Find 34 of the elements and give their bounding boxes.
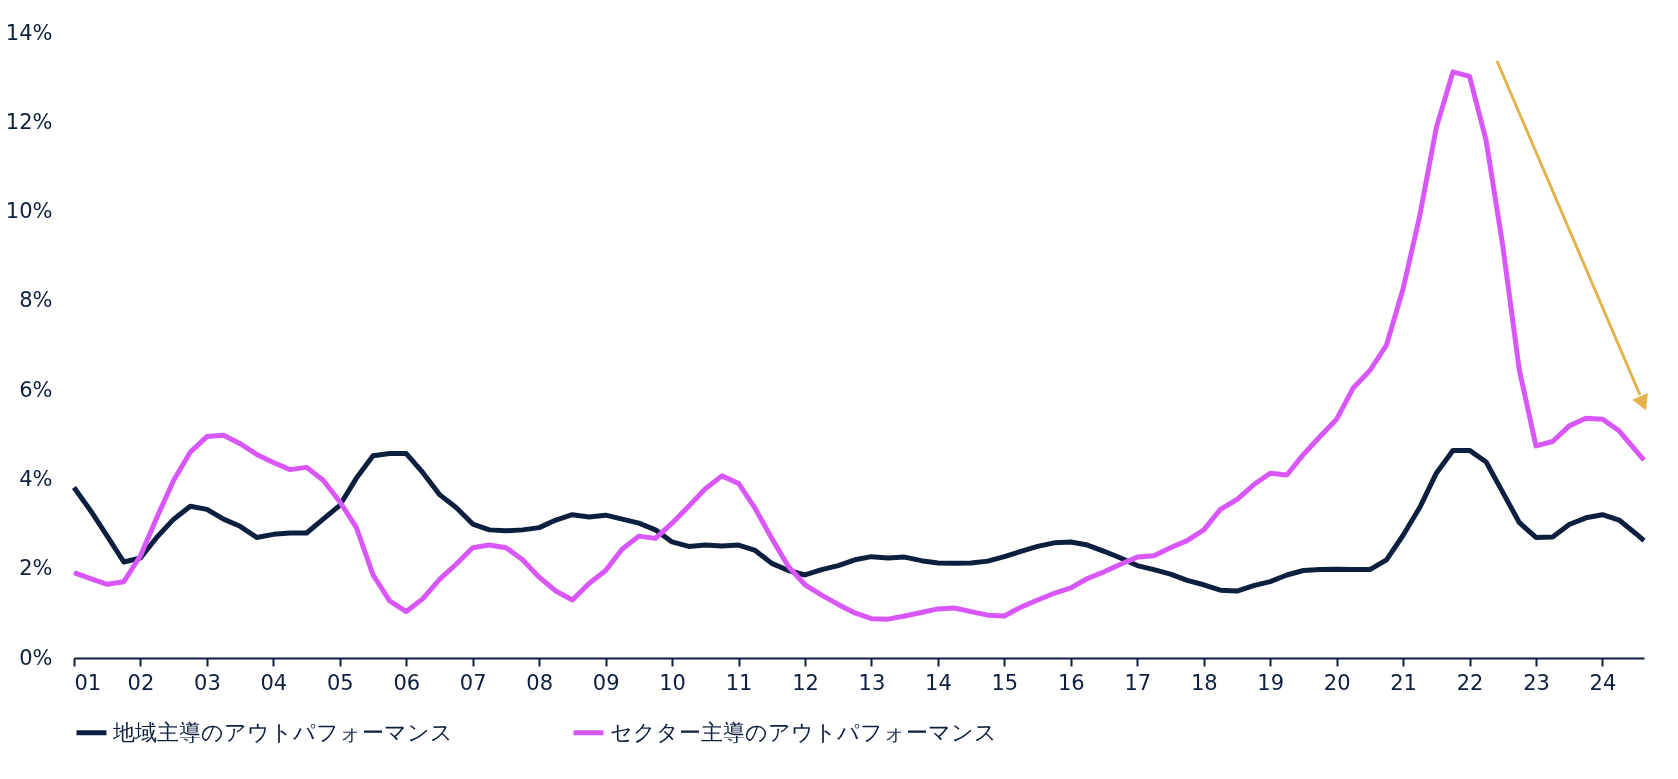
- x-tick-label: 04: [260, 670, 288, 695]
- x-tick-label: 01: [74, 670, 102, 695]
- x-tick-label: 20: [1323, 670, 1351, 695]
- y-tick-label: 8%: [19, 288, 53, 313]
- y-tick-label: 12%: [5, 109, 53, 134]
- x-tick-label: 11: [725, 670, 753, 695]
- x-tick-label: 03: [194, 670, 221, 695]
- x-tick-label: 16: [1057, 670, 1085, 695]
- y-tick-label: 2%: [19, 556, 53, 581]
- x-tick-label: 08: [526, 670, 554, 695]
- legend-label: 地域主導のアウトパフォーマンス: [112, 719, 453, 745]
- x-tick-label: 19: [1257, 670, 1285, 695]
- y-tick-label: 14%: [5, 20, 53, 45]
- y-tick-label: 6%: [19, 377, 53, 402]
- x-tick-label: 22: [1456, 670, 1484, 695]
- x-tick-label: 15: [991, 670, 1019, 695]
- x-tick-label: 06: [393, 670, 421, 695]
- x-tick-label: 02: [127, 670, 155, 695]
- legend-label: セクター主導のアウトパフォーマンス: [610, 719, 997, 745]
- x-tick-label: 17: [1124, 670, 1152, 695]
- x-tick-label: 09: [592, 670, 620, 695]
- x-tick-label: 23: [1523, 670, 1550, 695]
- x-tick-label: 14: [925, 670, 952, 695]
- x-tick-label: 07: [459, 670, 487, 695]
- x-tick-label: 21: [1390, 670, 1417, 695]
- y-tick-label: 10%: [5, 199, 53, 224]
- x-tick-label: 10: [659, 670, 686, 695]
- y-tick-label: 4%: [19, 466, 53, 491]
- y-tick-label: 0%: [19, 645, 53, 670]
- x-tick-label: 18: [1190, 670, 1218, 695]
- x-tick-label: 12: [792, 670, 819, 695]
- x-tick-label: 13: [858, 670, 886, 695]
- x-tick-label: 24: [1589, 670, 1617, 695]
- x-tick-label: 05: [326, 670, 354, 695]
